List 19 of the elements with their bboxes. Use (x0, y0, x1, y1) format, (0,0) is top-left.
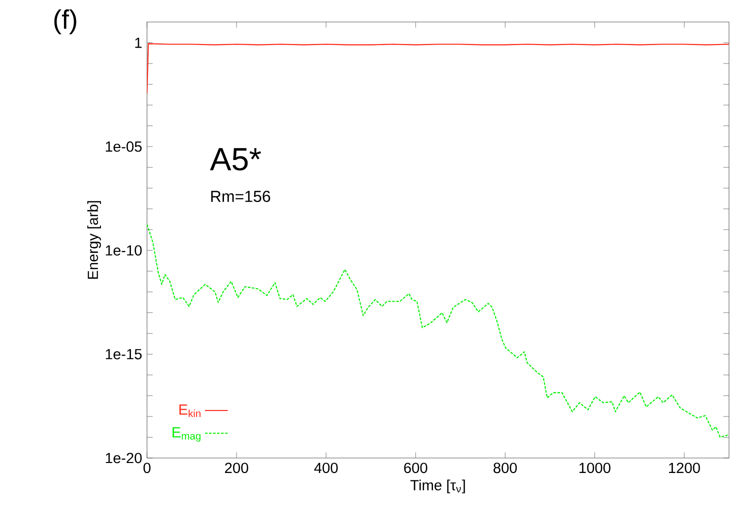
y-tick-label: 1e-20 (106, 452, 142, 464)
x-tick-label: 1200 (669, 462, 700, 474)
x-tick-label: 200 (225, 462, 248, 474)
x-tick-label: 600 (404, 462, 428, 474)
legend-label: E$_{kin}$ (179, 404, 200, 417)
chart-title: (f) (54, 9, 76, 34)
x-tick-label: 1000 (579, 462, 610, 474)
y-tick-label: 1e-05 (106, 141, 142, 152)
annotation: A5* (210, 148, 262, 171)
y-tick-label: 1 (135, 38, 142, 48)
y-tick-label: 1e-15 (106, 349, 142, 360)
annotation: Rm=156 (211, 190, 270, 202)
x-tick-label: 800 (494, 462, 517, 474)
legend-label: E$_{mag}$ (172, 427, 200, 442)
x-tick-label: 400 (314, 462, 338, 474)
x-axis-title: Time [τ$_{ν}$] (410, 480, 465, 494)
x-tick-label: 0 (143, 462, 150, 474)
y-tick-label: 1e-10 (106, 245, 142, 256)
y-axis-title: Energy [arb] (87, 201, 101, 279)
